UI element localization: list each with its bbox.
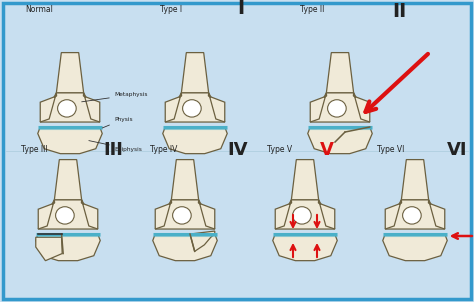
Text: III: III [103,141,123,159]
Text: IV: IV [227,141,247,159]
Polygon shape [310,93,327,122]
Ellipse shape [55,207,74,224]
Text: Type VI: Type VI [377,145,404,154]
Polygon shape [153,234,217,261]
Polygon shape [383,234,447,261]
Text: Type V: Type V [267,145,292,154]
Polygon shape [354,93,370,122]
Text: Type I: Type I [160,5,182,14]
Polygon shape [273,234,337,261]
Polygon shape [165,93,182,122]
Polygon shape [38,200,55,229]
Polygon shape [199,200,215,229]
Polygon shape [401,159,428,200]
Polygon shape [165,93,225,122]
Text: Type III: Type III [21,145,47,154]
Ellipse shape [402,207,421,224]
Polygon shape [428,200,445,229]
Text: Type II: Type II [300,5,324,14]
Polygon shape [172,159,199,200]
Polygon shape [163,127,227,154]
Text: Metaphysis: Metaphysis [82,92,148,102]
Ellipse shape [328,100,346,117]
Polygon shape [319,200,335,229]
Text: Normal: Normal [25,5,53,14]
Polygon shape [55,159,82,200]
Text: V: V [320,141,334,159]
Polygon shape [36,234,100,261]
Polygon shape [56,53,83,93]
Polygon shape [385,200,445,229]
Polygon shape [190,231,215,251]
Polygon shape [209,93,225,122]
Polygon shape [38,127,102,154]
Polygon shape [155,200,215,229]
Text: VI: VI [447,141,467,159]
Polygon shape [385,200,401,229]
Polygon shape [82,200,98,229]
Text: I: I [237,0,244,18]
Ellipse shape [182,100,201,117]
Polygon shape [275,200,292,229]
Ellipse shape [173,207,191,224]
Polygon shape [310,93,370,122]
Polygon shape [40,93,100,122]
Text: Type IV: Type IV [150,145,177,154]
Ellipse shape [292,207,311,224]
Text: II: II [392,2,406,21]
Polygon shape [275,200,335,229]
Polygon shape [155,200,172,229]
Polygon shape [182,53,209,93]
Polygon shape [36,237,62,261]
Polygon shape [292,159,319,200]
Polygon shape [38,200,98,229]
Text: Epiphysis: Epiphysis [89,141,143,152]
Text: Physis: Physis [102,117,133,128]
Polygon shape [327,53,354,93]
Ellipse shape [58,100,76,117]
Polygon shape [308,127,372,154]
Polygon shape [83,93,100,122]
Polygon shape [40,93,56,122]
